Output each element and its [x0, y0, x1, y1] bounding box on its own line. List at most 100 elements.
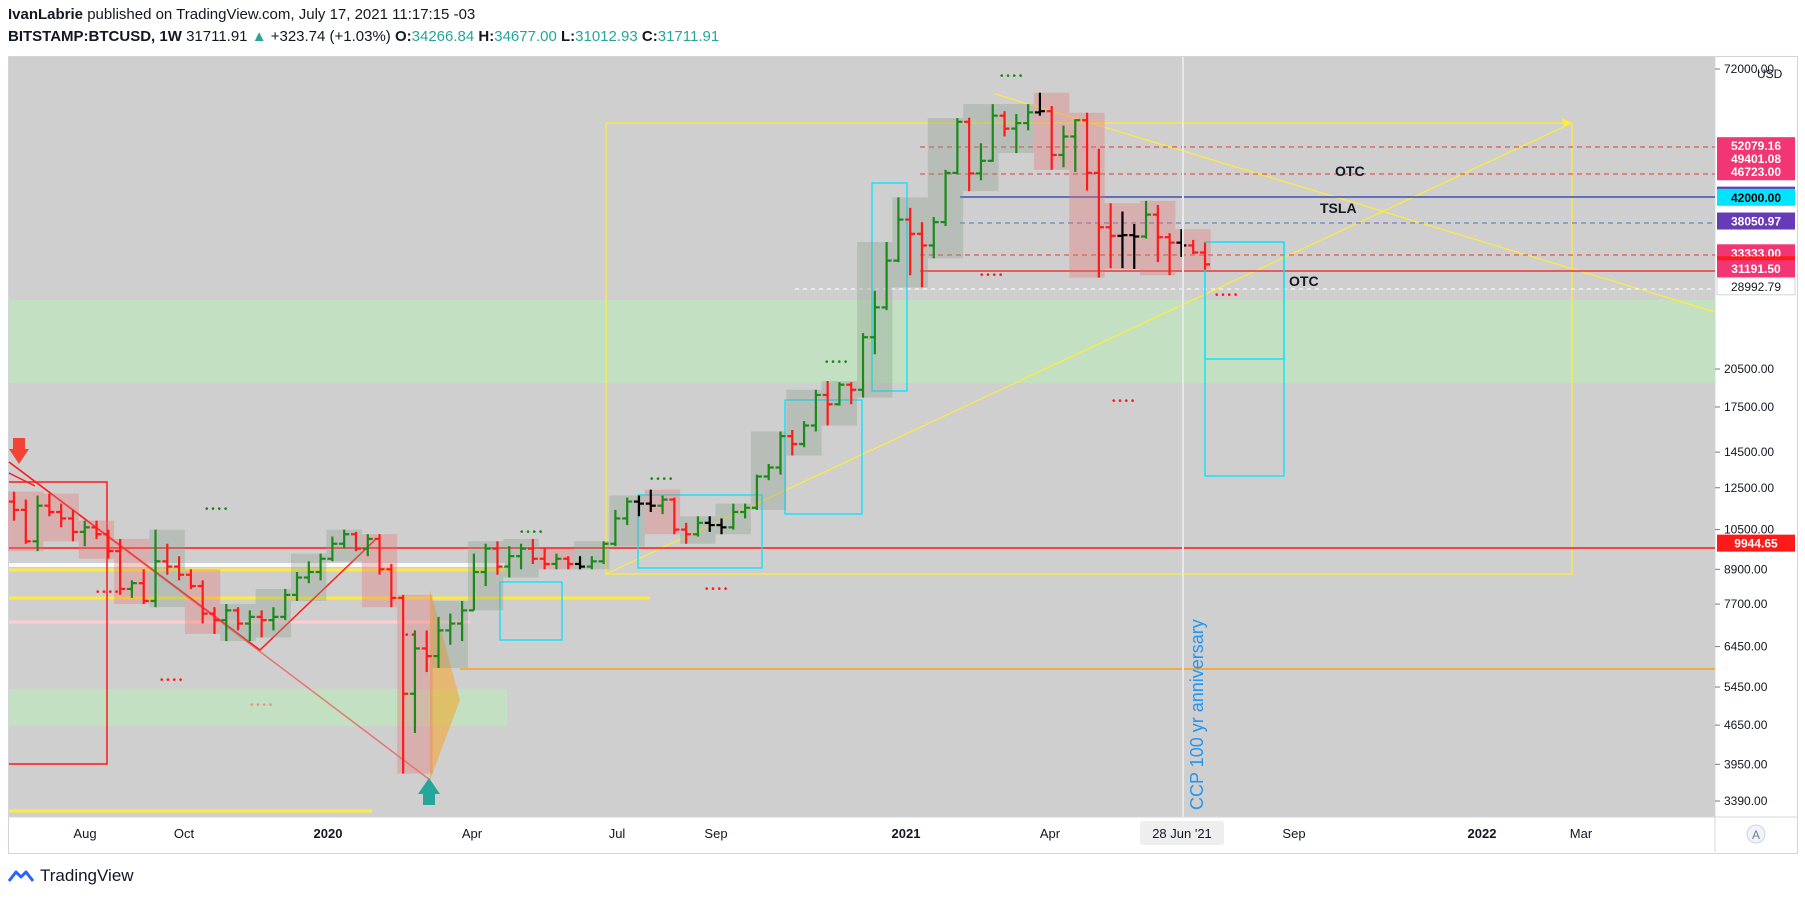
price-tag: 49401.08 [1717, 149, 1795, 167]
ohlc-bar [692, 516, 703, 537]
time-tick-label: Mar [1570, 826, 1593, 841]
ohlc-bar [174, 556, 185, 581]
price-tick-label: 10500.00 [1724, 523, 1774, 537]
last-price: 31711.91 [186, 28, 248, 45]
otc-top-label: OTC [1335, 163, 1365, 179]
ohlc-bar [751, 474, 762, 510]
ohlc-bar [881, 241, 892, 311]
close-label: C: [641, 28, 658, 45]
ohlc-bar [315, 553, 326, 581]
svg-text:• • • •: • • • • [825, 357, 848, 368]
ohlc-bar [799, 421, 810, 448]
svg-text:• • • •: • • • • [520, 527, 543, 538]
dot-markers: • • • • • • • • • • • • • • • • • • • • … [96, 71, 1238, 711]
author-name[interactable]: IvanLabrie [8, 6, 84, 23]
svg-text:31191.50: 31191.50 [1731, 262, 1781, 276]
ohlc-bar [1023, 104, 1034, 131]
ohlc-bar [504, 546, 515, 578]
ohlc-bar [1152, 204, 1163, 263]
ohlc-bar [657, 495, 668, 515]
ohlc-bar [67, 509, 78, 542]
svg-text:• • • •: • • • • [705, 584, 728, 595]
ohlc-bar [1046, 106, 1057, 170]
price-tag: 28992.79 [1716, 277, 1796, 296]
ohlc-bar [822, 381, 833, 426]
ohlc-bar [1070, 119, 1081, 172]
publish-line: IvanLabrie published on TradingView.com,… [8, 6, 475, 23]
price-tick-label: 17500.00 [1724, 400, 1774, 414]
low-value: 31012.93 [575, 28, 638, 45]
ohlc-bar [740, 503, 751, 519]
ohlc-bar [940, 169, 951, 226]
ohlc-bar [44, 493, 55, 517]
time-axis: AugOct2020AprJulSep2021AprJuSep2022Mar [73, 826, 1592, 841]
ohlc-bar [1129, 224, 1140, 269]
yellow-arrowhead [1562, 118, 1572, 127]
price-tag: 38050.97 [1717, 212, 1795, 230]
ohlc-bar [79, 520, 90, 547]
ohlc-bar [103, 529, 114, 559]
ohlc-bar [551, 553, 562, 570]
ohlc-bar [987, 104, 998, 162]
ohlc-bar [433, 616, 444, 668]
ohlc-bar [563, 556, 574, 570]
ohlc-bar [209, 607, 220, 634]
ohlc-bar [893, 197, 904, 263]
ohlc-bar [622, 497, 633, 526]
ohlc-bar [598, 541, 609, 564]
cyan-boxes [499, 182, 1285, 641]
price-tick-label: 12500.00 [1724, 481, 1774, 495]
ohlc-bar [233, 607, 244, 631]
sell-arrow-icon [9, 438, 29, 464]
symbol-name[interactable]: BITSTAMP:BTCUSD, 1W [8, 28, 182, 45]
ohlc-bar [1058, 125, 1069, 168]
ohlc-bar [516, 543, 527, 570]
close-value: 31711.91 [657, 28, 720, 45]
ohlc-bar [1117, 211, 1128, 269]
svg-text:46723.00: 46723.00 [1731, 165, 1781, 179]
ohlc-bar [858, 333, 869, 398]
crosshair-date-bubble [1140, 821, 1224, 845]
ohlc-bar [704, 516, 715, 532]
ohlc-bar [445, 613, 456, 645]
time-tick-label: Aug [73, 826, 96, 841]
ohlc-bar [244, 610, 255, 642]
ohlc-bar [575, 556, 586, 570]
ohlc-bar [928, 217, 939, 259]
ohlc-bar [1093, 148, 1104, 278]
svg-text:• •: • • [405, 630, 415, 641]
price-axis-background [1715, 57, 1797, 817]
ohlc-bar [964, 117, 975, 192]
time-tick-label: Apr [1040, 826, 1061, 841]
svg-text:• • • •: • • • • [1000, 71, 1023, 82]
auto-scale-button[interactable] [1746, 824, 1766, 844]
svg-text:42000.00: 42000.00 [1731, 191, 1781, 205]
open-value: 34266.84 [411, 28, 475, 45]
high-label: H: [478, 28, 495, 45]
ohlc-bar [150, 529, 161, 608]
horizontal-levels [9, 146, 1715, 813]
price-tick-label: 3950.00 [1724, 757, 1768, 771]
ohlc-bar [350, 531, 361, 552]
ohlc-bar [256, 610, 267, 638]
ohlc-bar [999, 111, 1010, 137]
anniversary-note: CCP 100 yr anniversary [1187, 619, 1207, 810]
ohlc-bar [669, 497, 680, 535]
ohlc-bar [457, 600, 468, 642]
ohlc-bar [916, 222, 927, 288]
ohlc-bar [185, 569, 196, 589]
svg-text:49401.08: 49401.08 [1731, 152, 1781, 166]
crosshair-date: 28 Jun '21 [1152, 826, 1212, 841]
price-tag: 9944.65 [1717, 534, 1795, 552]
tradingview-footer[interactable]: TradingView [8, 866, 134, 886]
price-tick-label: 5450.00 [1724, 680, 1768, 694]
ohlc-bar [292, 572, 303, 601]
svg-text:52079.16: 52079.16 [1731, 139, 1781, 153]
ohlc-bar [9, 491, 19, 521]
open-label: O: [394, 28, 412, 45]
price-tick-label: 20500.00 [1724, 362, 1774, 376]
price-tick-label: 72000.00 [1724, 62, 1774, 76]
ohlc-bar [492, 541, 503, 575]
price-tag: 46723.00 [1717, 163, 1795, 181]
